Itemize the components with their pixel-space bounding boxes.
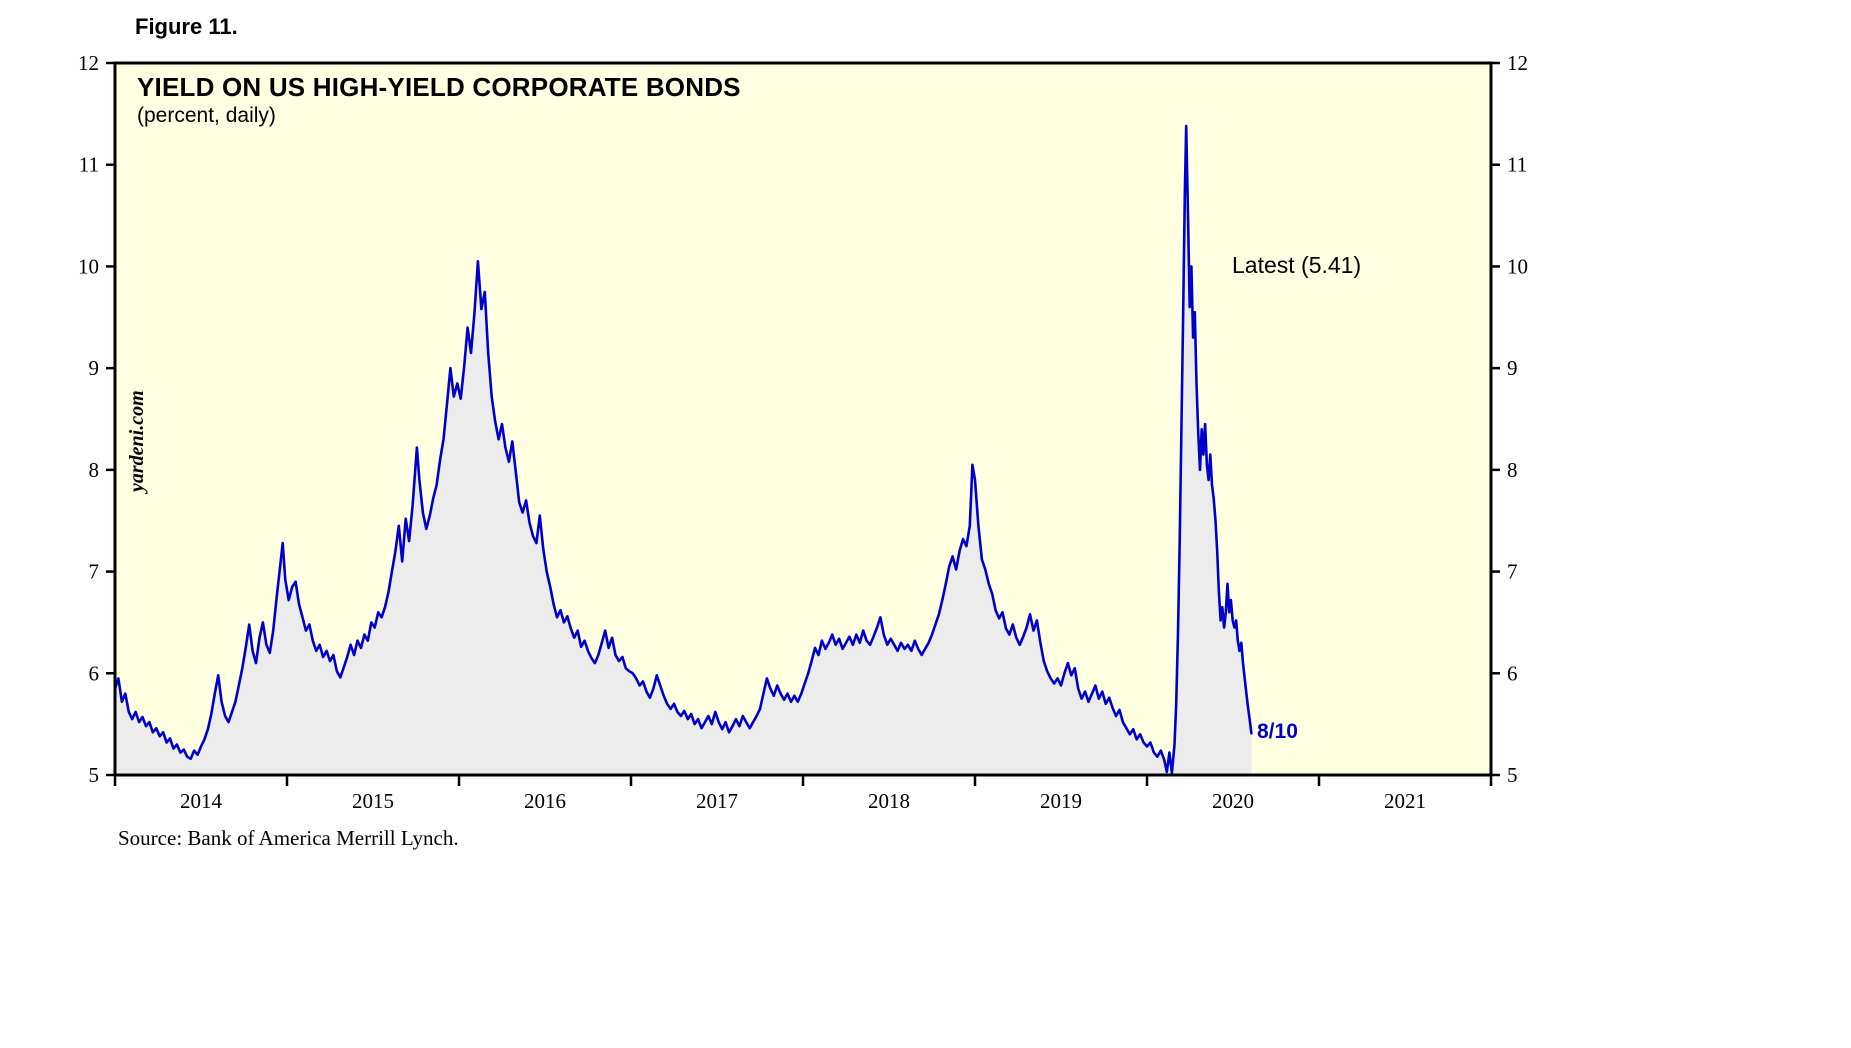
source-attribution: Source: Bank of America Merrill Lynch. [118,826,459,850]
series-area-fill [115,126,1252,776]
x-axis-year-label: 2021 [1384,789,1426,813]
series-end-date-label: 8/10 [1257,720,1298,743]
y-axis-tick-label-right: 10 [1507,254,1528,278]
x-axis-year-label: 2016 [524,789,566,813]
x-axis-year-label: 2015 [352,789,394,813]
y-axis-tick-label-right: 11 [1507,153,1527,177]
y-axis-tick-label-left: 10 [78,254,99,278]
y-axis-tick-label-right: 6 [1507,661,1518,685]
yardeni-watermark: yardeni.com [126,390,148,492]
figure-number-label: Figure 11. [135,14,238,39]
y-axis-tick-label-left: 12 [78,51,99,75]
y-axis-tick-label-left: 7 [89,560,100,584]
y-axis-tick-label-left: 6 [89,661,100,685]
x-axis-year-label: 2020 [1212,789,1254,813]
x-axis-year-label: 2018 [868,789,910,813]
chart-subtitle: (percent, daily) [137,104,276,127]
x-axis-year-label: 2019 [1040,789,1082,813]
y-axis-tick-label-left: 5 [89,763,100,787]
y-axis-tick-label-right: 9 [1507,356,1518,380]
y-axis-tick-label-left: 8 [89,458,100,482]
y-axis-tick-label-right: 12 [1507,51,1528,75]
y-axis-tick-label-right: 7 [1507,560,1518,584]
chart-title: YIELD ON US HIGH-YIELD CORPORATE BONDS [137,72,741,102]
y-axis-tick-label-left: 9 [89,356,100,380]
plot-area [115,63,1491,775]
x-axis-year-label: 2017 [696,789,738,813]
y-axis-tick-label-right: 8 [1507,458,1518,482]
x-axis-year-label: 2014 [180,789,223,813]
latest-value-annotation: Latest (5.41) [1232,252,1362,278]
y-axis-tick-label-right: 5 [1507,763,1518,787]
yield-series-line [113,124,1253,775]
y-axis-tick-label-left: 11 [79,153,99,177]
